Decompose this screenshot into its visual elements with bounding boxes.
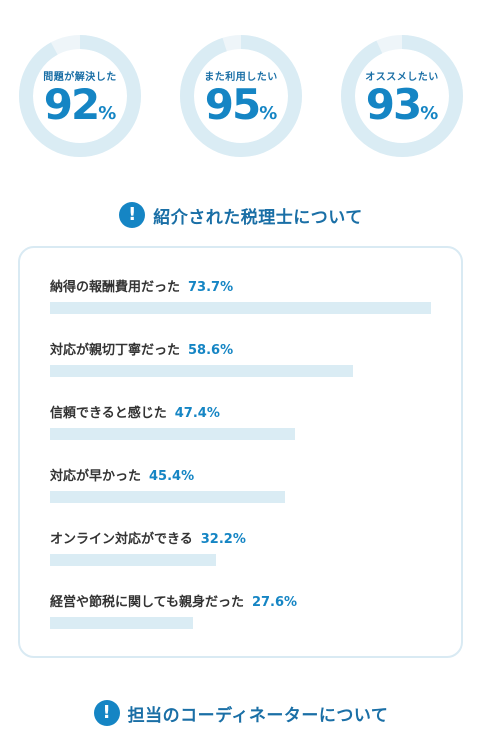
- bar-track: [50, 365, 431, 377]
- donut-fill: [341, 35, 463, 157]
- bar-value-label: 58.6%: [188, 343, 234, 358]
- bar-track: [50, 428, 431, 440]
- stat-label: オススメしたい: [365, 72, 439, 83]
- stat-donut-recommend: オススメしたい 93%: [340, 34, 464, 158]
- bar-value-label: 47.4%: [174, 406, 220, 421]
- bar-label: 対応が親切丁寧だった 58.6%: [50, 339, 434, 358]
- stat-donut-resolved: 問題が解決した 92%: [18, 34, 142, 158]
- bar: [50, 428, 296, 440]
- bar-category: 対応が早かった: [50, 469, 142, 484]
- donut-ring: [19, 35, 141, 157]
- section-heading-coordinator: ! 担当のコーディネーターについて: [0, 700, 482, 726]
- bar-label: 対応が早かった 45.4%: [50, 465, 434, 484]
- stat-value: 93%: [365, 80, 439, 129]
- stat-value: 95%: [204, 80, 278, 129]
- bar-value-label: 27.6%: [251, 595, 298, 610]
- section-title: 紹介された税理士について: [153, 207, 363, 228]
- bar-value-label: 32.2%: [200, 532, 246, 547]
- stat-value: 92%: [43, 80, 117, 129]
- bar-category: 納得の報酬費用だった: [50, 280, 181, 295]
- donut-fill: [180, 35, 302, 157]
- bar: [50, 365, 353, 377]
- bar: [50, 617, 193, 629]
- bar: [50, 554, 217, 566]
- bar-track: [50, 617, 431, 629]
- bar-category: オンライン対応ができる: [50, 532, 193, 547]
- stat-label: また利用したい: [204, 72, 278, 83]
- donut-ring: [341, 35, 463, 157]
- section-heading-tax-accountant: ! 紹介された税理士について: [0, 202, 482, 228]
- bar-track: [50, 554, 431, 566]
- bar-category: 経営や節税に関しても親身だった: [50, 595, 244, 610]
- bar: [50, 491, 285, 503]
- bar-value-label: 73.7%: [188, 280, 234, 295]
- bar-row: 納得の報酬費用だった 73.7%: [50, 276, 434, 314]
- bar-category: 対応が親切丁寧だった: [50, 343, 181, 358]
- bar-row: オンライン対応ができる 32.2%: [50, 528, 434, 566]
- bar-value-label: 45.4%: [149, 469, 195, 484]
- bar-label: 信頼できると感じた 47.4%: [50, 402, 434, 421]
- bar-track: [50, 491, 431, 503]
- exclamation-icon: !: [119, 202, 146, 228]
- bar-label: オンライン対応ができる 32.2%: [50, 528, 434, 547]
- stat-label: 問題が解決した: [43, 72, 117, 83]
- bar-track: [50, 302, 431, 314]
- bar-label: 経営や節税に関しても親身だった 27.6%: [50, 591, 434, 610]
- bar-label: 納得の報酬費用だった 73.7%: [50, 276, 434, 295]
- donut-ring: [180, 35, 302, 157]
- bar-row: 対応が親切丁寧だった 58.6%: [50, 339, 434, 377]
- bar-row: 対応が早かった 45.4%: [50, 465, 434, 503]
- exclamation-icon: !: [93, 700, 120, 726]
- bar-row: 信頼できると感じた 47.4%: [50, 402, 434, 440]
- bar-row: 経営や節税に関しても親身だった 27.6%: [50, 591, 434, 629]
- bar: [50, 302, 431, 314]
- bar-chart-panel: 納得の報酬費用だった 73.7% 対応が親切丁寧だった 58.6% 信頼できると感じた 4…: [18, 246, 463, 658]
- stat-donut-reuse: また利用したい 95%: [179, 34, 303, 158]
- donut-fill: [19, 35, 141, 157]
- bar-category: 信頼できると感じた: [50, 406, 167, 421]
- section-title: 担当のコーディネーターについて: [127, 705, 389, 726]
